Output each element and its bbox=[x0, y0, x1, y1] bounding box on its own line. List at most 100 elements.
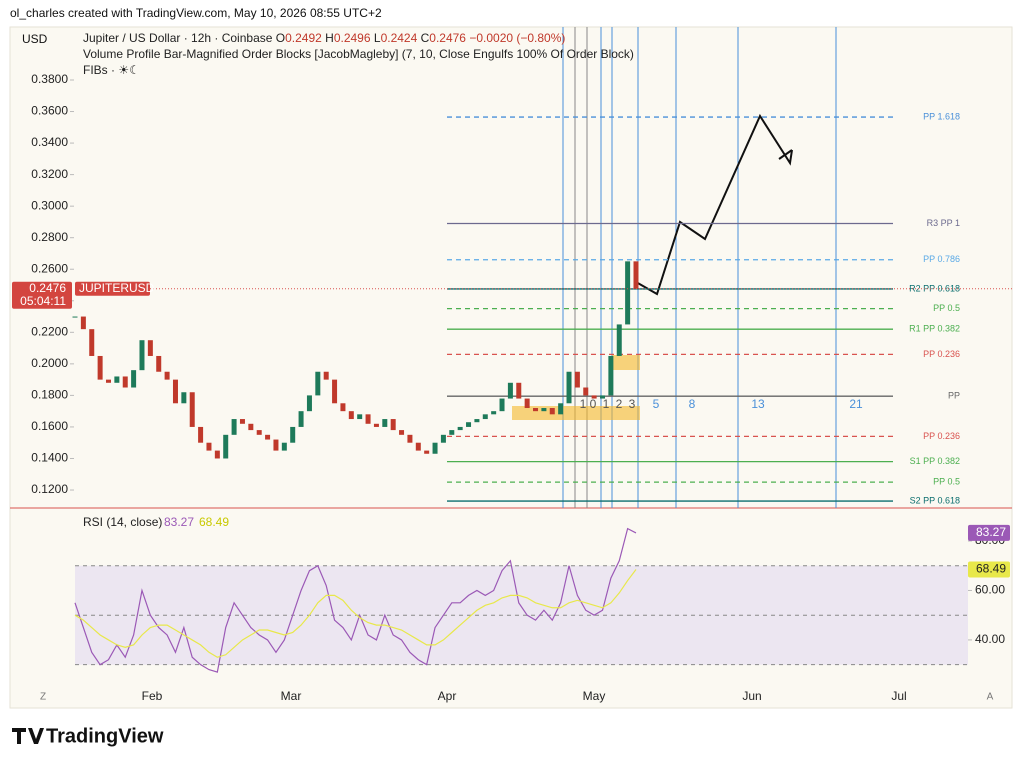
candle bbox=[524, 398, 530, 409]
header-part: 0.2492 bbox=[285, 31, 322, 45]
candle bbox=[139, 340, 145, 371]
fib-level-label: PP 0.236 bbox=[923, 431, 960, 441]
candle bbox=[482, 414, 488, 420]
chart-layer: USD Jupiter / US Dollar · 12h · Coinbase … bbox=[12, 27, 1012, 703]
fib-level-label: S2 PP 0.618 bbox=[910, 495, 960, 505]
candle bbox=[633, 261, 639, 289]
candle bbox=[499, 398, 505, 412]
axis-button: Z bbox=[40, 692, 46, 703]
candle bbox=[89, 329, 95, 356]
fib-level-label: PP 1.618 bbox=[923, 111, 960, 121]
y-tick-label: 0.1600 bbox=[31, 419, 68, 433]
candle bbox=[365, 414, 371, 424]
candle bbox=[340, 403, 346, 412]
rsi-band-fill bbox=[75, 565, 968, 665]
axis-button: A bbox=[987, 692, 994, 703]
symbol-box bbox=[75, 281, 150, 296]
candle bbox=[172, 379, 178, 404]
rsi-tick-label: 40.00 bbox=[975, 632, 1005, 646]
candle bbox=[164, 371, 170, 380]
rsi-tick-label: 60.00 bbox=[975, 583, 1005, 597]
projection-path bbox=[635, 113, 793, 296]
fib-time-label: 2 bbox=[616, 397, 623, 411]
candle bbox=[566, 371, 572, 404]
candle bbox=[407, 434, 413, 443]
candle bbox=[541, 408, 547, 412]
attribution: ol_charles created with TradingView.com,… bbox=[10, 6, 382, 20]
candle bbox=[608, 355, 614, 396]
fib-time-label: 3 bbox=[629, 397, 636, 411]
candle bbox=[131, 370, 137, 388]
candle bbox=[440, 434, 446, 443]
candle bbox=[114, 376, 120, 383]
fibs-line: FIBs · ☀☾ bbox=[83, 63, 140, 77]
candle bbox=[491, 411, 497, 415]
rsi-header-value: 83.27 bbox=[164, 515, 194, 529]
fib-time-label: 13 bbox=[751, 397, 765, 411]
fib-level-label: PP 0.5 bbox=[933, 303, 960, 313]
currency: USD bbox=[22, 32, 48, 46]
fib-level-label: PP bbox=[948, 391, 960, 401]
candle bbox=[583, 387, 589, 396]
fib-level-label: R2 PP 0.618 bbox=[909, 283, 960, 293]
candle bbox=[198, 426, 204, 443]
candle bbox=[248, 423, 254, 431]
candle bbox=[474, 419, 480, 423]
candle bbox=[223, 434, 229, 459]
candle bbox=[189, 392, 195, 427]
rsi-last-box bbox=[968, 561, 1010, 578]
candle bbox=[399, 430, 405, 435]
fib-time-label: 0 bbox=[590, 397, 597, 411]
y-tick-label: 0.3200 bbox=[31, 167, 68, 181]
header-part: 0.2476 bbox=[429, 31, 466, 45]
indicator-line: Volume Profile Bar-Magnified Order Block… bbox=[83, 47, 634, 61]
month-label: May bbox=[583, 689, 606, 703]
candle bbox=[206, 442, 212, 451]
candle bbox=[466, 422, 472, 427]
brand: TradingView bbox=[46, 725, 164, 747]
y-tick-label: 0.3600 bbox=[31, 104, 68, 118]
candle bbox=[591, 395, 597, 399]
fib-time-label: 8 bbox=[689, 397, 696, 411]
rsi-title: RSI (14, close) bbox=[83, 515, 162, 529]
fib-level-label: PP 0.5 bbox=[933, 477, 960, 487]
last-price-box bbox=[12, 281, 72, 309]
candle bbox=[549, 408, 555, 415]
candle bbox=[449, 430, 455, 435]
candle bbox=[97, 355, 103, 380]
candle bbox=[558, 403, 564, 415]
countdown: 05:04:11 bbox=[20, 294, 66, 308]
candle bbox=[507, 382, 513, 399]
fib-level-label: S1 PP 0.382 bbox=[910, 456, 960, 466]
candle bbox=[122, 376, 128, 388]
month-label: Feb bbox=[142, 689, 163, 703]
candle bbox=[256, 430, 262, 435]
candle bbox=[432, 442, 438, 454]
rsi-last-box bbox=[968, 524, 1010, 541]
fib-time-lines bbox=[562, 27, 837, 508]
candle bbox=[214, 450, 220, 459]
candle bbox=[415, 442, 421, 451]
candle bbox=[332, 379, 338, 404]
last-price-value: 0.2476 bbox=[29, 281, 66, 295]
candle bbox=[281, 442, 287, 451]
month-label: Apr bbox=[438, 689, 457, 703]
candle bbox=[80, 316, 86, 330]
candle bbox=[273, 439, 279, 451]
candle bbox=[265, 434, 271, 440]
candle bbox=[424, 450, 430, 454]
month-label: Jun bbox=[742, 689, 761, 703]
candle bbox=[382, 419, 388, 427]
candle bbox=[290, 426, 296, 443]
month-label: Mar bbox=[281, 689, 302, 703]
candle bbox=[315, 371, 321, 396]
candle bbox=[156, 355, 162, 372]
candle bbox=[625, 261, 631, 325]
rsi-last-label: 68.49 bbox=[976, 562, 1006, 576]
fib-time-label: 1 bbox=[580, 397, 587, 411]
candle bbox=[616, 324, 622, 356]
candle bbox=[231, 419, 237, 435]
header-part: H bbox=[325, 31, 334, 45]
